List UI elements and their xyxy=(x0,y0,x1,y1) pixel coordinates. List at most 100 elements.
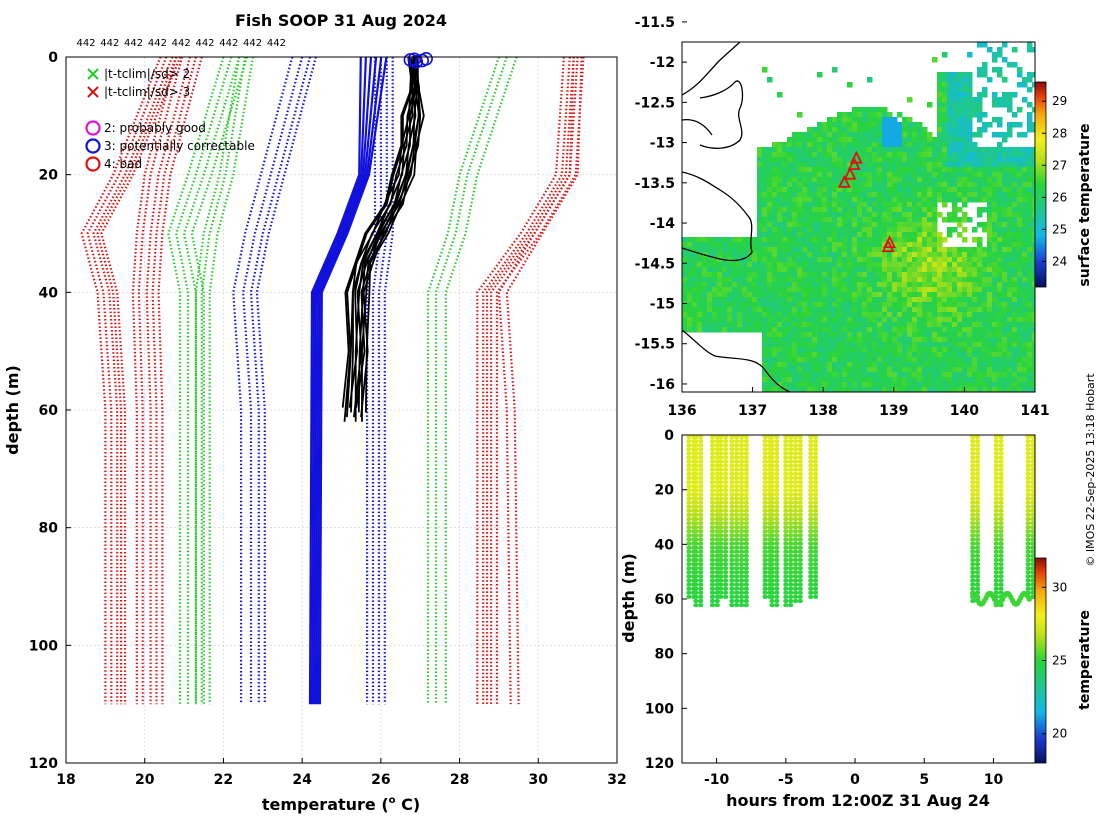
sst-pixel xyxy=(762,222,768,228)
profile-y-label: depth (m) xyxy=(3,365,22,455)
timeseries-sample xyxy=(743,599,749,603)
sst-pixel xyxy=(847,187,853,193)
sst-pixel xyxy=(897,347,903,353)
sst-pixel xyxy=(942,82,948,88)
sst-pixel xyxy=(897,132,903,138)
sst-pixel xyxy=(862,357,868,363)
sst-pixel xyxy=(907,197,913,203)
sst-pixel xyxy=(1012,192,1018,198)
sst-pixel xyxy=(1032,367,1035,373)
timeseries-sample xyxy=(808,476,814,480)
sst-pixel xyxy=(877,372,883,378)
timeseries-sample xyxy=(693,459,699,464)
sst-pixel xyxy=(1007,272,1013,278)
timeseries-sample xyxy=(769,525,775,530)
sst-pixel xyxy=(952,337,958,343)
timeseries-sample xyxy=(793,578,799,583)
sst-pixel xyxy=(792,327,798,333)
timeseries-sample xyxy=(762,545,768,550)
sst-pixel xyxy=(912,377,918,383)
sst-pixel xyxy=(857,232,863,238)
sst-pixel xyxy=(937,87,943,93)
sst-pixel xyxy=(837,192,843,198)
sst-pixel xyxy=(762,337,768,343)
sst-pixel xyxy=(832,137,838,143)
sst-pixel xyxy=(857,262,863,268)
sst-pixel xyxy=(952,292,958,298)
sst-pixel xyxy=(1017,217,1023,223)
sst-pixel xyxy=(787,292,793,298)
sst-pixel xyxy=(917,317,923,323)
sst-pixel xyxy=(902,162,908,168)
sst-pixel xyxy=(802,327,808,333)
sst-pixel xyxy=(922,267,928,273)
sst-pixel xyxy=(937,267,943,273)
sst-pixel xyxy=(927,157,933,163)
sst-pixel xyxy=(682,257,688,263)
sst-pixel xyxy=(937,187,943,193)
sst-pixel xyxy=(937,242,943,248)
sst-pixel xyxy=(952,207,958,213)
sst-pixel xyxy=(807,302,813,308)
sst-pixel xyxy=(992,237,998,243)
sst-pixel xyxy=(852,187,858,193)
sst-pixel xyxy=(1017,157,1023,163)
sst-pixel xyxy=(767,237,773,243)
sst-pixel xyxy=(682,247,688,253)
observed-profile-line xyxy=(360,57,422,418)
timeseries-sample xyxy=(698,447,704,452)
sst-pixel xyxy=(887,262,893,268)
sst-pixel xyxy=(897,127,903,133)
sst-pixel xyxy=(857,387,863,392)
sst-pixel xyxy=(872,172,878,178)
sst-pixel xyxy=(847,357,853,363)
sst-pixel xyxy=(1017,122,1023,128)
timeseries-sample xyxy=(783,443,789,448)
sst-pixel xyxy=(887,292,893,298)
sst-pixel xyxy=(842,287,848,293)
sst-pixel xyxy=(852,117,858,123)
sst-pixel xyxy=(967,282,973,288)
sst-pixel xyxy=(807,162,813,168)
sst-pixel xyxy=(942,122,948,128)
sst-pixel xyxy=(752,317,758,323)
sst-pixel xyxy=(862,182,868,188)
sst-pixel xyxy=(757,242,763,248)
sst-pixel xyxy=(997,257,1003,263)
sst-pixel xyxy=(982,272,988,278)
sst-pixel xyxy=(877,182,883,188)
timeseries-sample xyxy=(774,517,780,521)
sst-pixel xyxy=(862,222,868,228)
sst-pixel xyxy=(952,257,958,263)
sst-pixel xyxy=(937,72,943,78)
timeseries-sample xyxy=(788,549,794,554)
timeseries-sample xyxy=(788,525,794,530)
sst-pixel xyxy=(877,257,883,263)
timeseries-sample xyxy=(698,590,704,595)
sst-pixel xyxy=(902,177,908,183)
sst-pixel xyxy=(912,227,918,233)
timeseries-sample xyxy=(693,574,699,579)
timeseries-sample xyxy=(975,455,981,460)
sst-pixel xyxy=(802,197,808,203)
timeseries-sample xyxy=(729,512,735,517)
timeseries-sample xyxy=(975,500,981,505)
sst-pixel xyxy=(832,212,838,218)
mean-profile-line xyxy=(310,57,367,705)
sst-pixel xyxy=(732,237,738,243)
sst-pixel xyxy=(902,182,908,188)
timeseries-sample xyxy=(718,480,724,485)
sst-pixel xyxy=(987,272,993,278)
timeseries-sample xyxy=(693,500,699,505)
sst-pixel xyxy=(932,297,938,303)
sst-pixel xyxy=(757,162,763,168)
timeseries-sample xyxy=(793,500,799,505)
sst-pixel xyxy=(877,217,883,223)
sst-pixel xyxy=(1022,357,1028,363)
sst-pixel xyxy=(712,307,718,313)
sst-pixel xyxy=(822,262,828,268)
timeseries-sample xyxy=(762,471,768,476)
sst-pixel xyxy=(832,177,838,183)
sst-pixel xyxy=(772,182,778,188)
sst-pixel xyxy=(692,277,698,283)
